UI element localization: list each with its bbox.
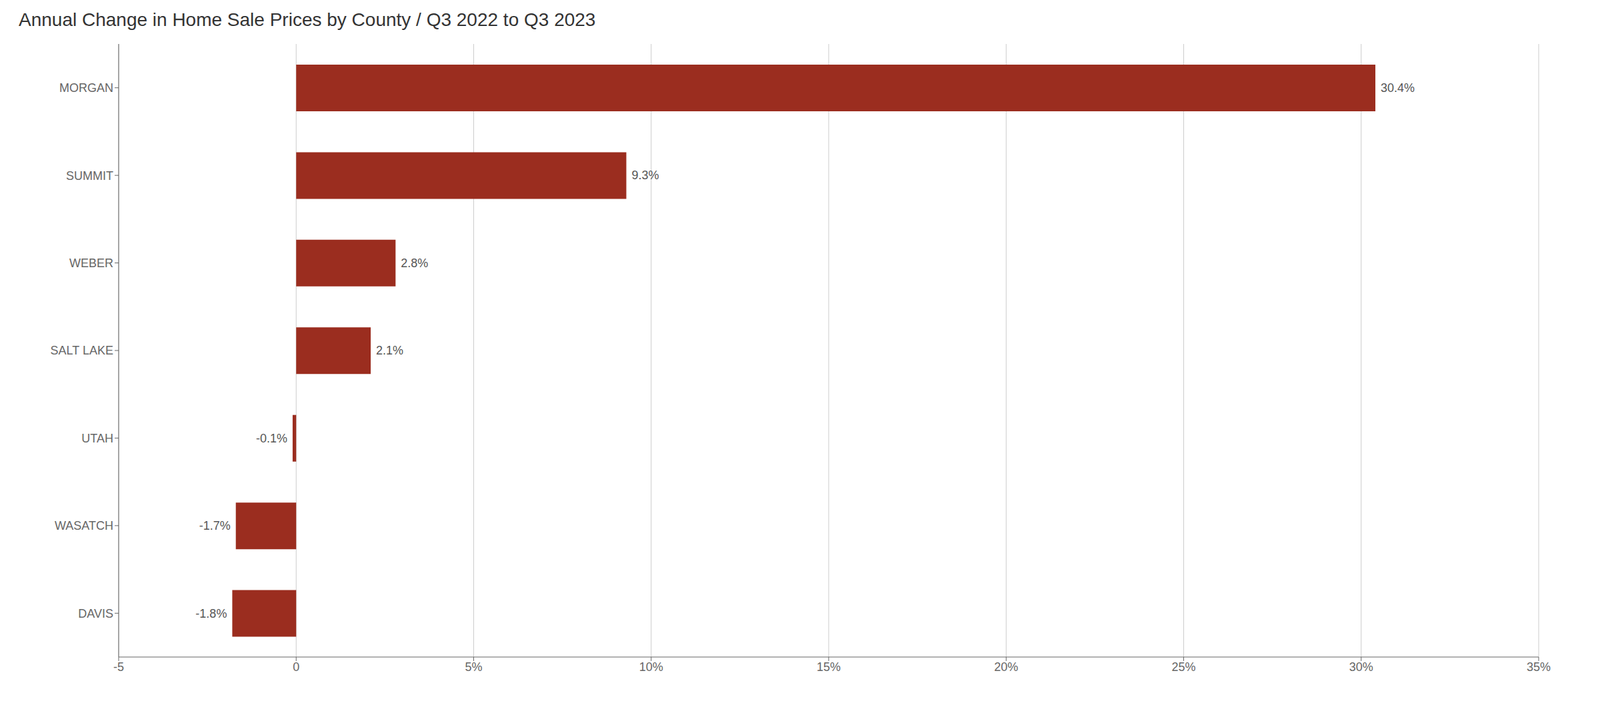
html-text:Annual Change in Home Sale Pri: Annual Change in Home Sale Prices by Cou… bbox=[18, 9, 596, 30]
svg-text:UTAH: UTAH bbox=[81, 432, 114, 446]
svg-text:-1.8%: -1.8% bbox=[195, 607, 227, 621]
svg-text:5%: 5% bbox=[464, 660, 482, 674]
svg-text:SALT LAKE: SALT LAKE bbox=[50, 344, 114, 358]
svg-text:15%: 15% bbox=[816, 660, 841, 674]
svg-text:10%: 10% bbox=[639, 660, 664, 674]
svg-text:MORGAN: MORGAN bbox=[59, 81, 114, 95]
svg-text:-0.1%: -0.1% bbox=[256, 432, 288, 446]
svg-text:30.4%: 30.4% bbox=[1380, 81, 1415, 95]
svg-text:30%: 30% bbox=[1349, 660, 1374, 674]
svg-text:WEBER: WEBER bbox=[69, 256, 114, 270]
svg-text:SUMMIT: SUMMIT bbox=[66, 169, 114, 183]
svg-text:2.8%: 2.8% bbox=[400, 256, 428, 270]
svg-text:0: 0 bbox=[292, 660, 300, 674]
svg-text:DAVIS: DAVIS bbox=[78, 607, 114, 621]
svg-text:35%: 35% bbox=[1526, 660, 1551, 674]
svg-text:-1.7%: -1.7% bbox=[199, 519, 231, 533]
svg-text:-5: -5 bbox=[113, 660, 124, 674]
svg-text:25%: 25% bbox=[1171, 660, 1196, 674]
svg-text:WASATCH: WASATCH bbox=[54, 519, 114, 533]
svg-text:9.3%: 9.3% bbox=[631, 168, 659, 182]
svg-text:2.1%: 2.1% bbox=[376, 344, 404, 358]
svg-text:20%: 20% bbox=[994, 660, 1018, 674]
